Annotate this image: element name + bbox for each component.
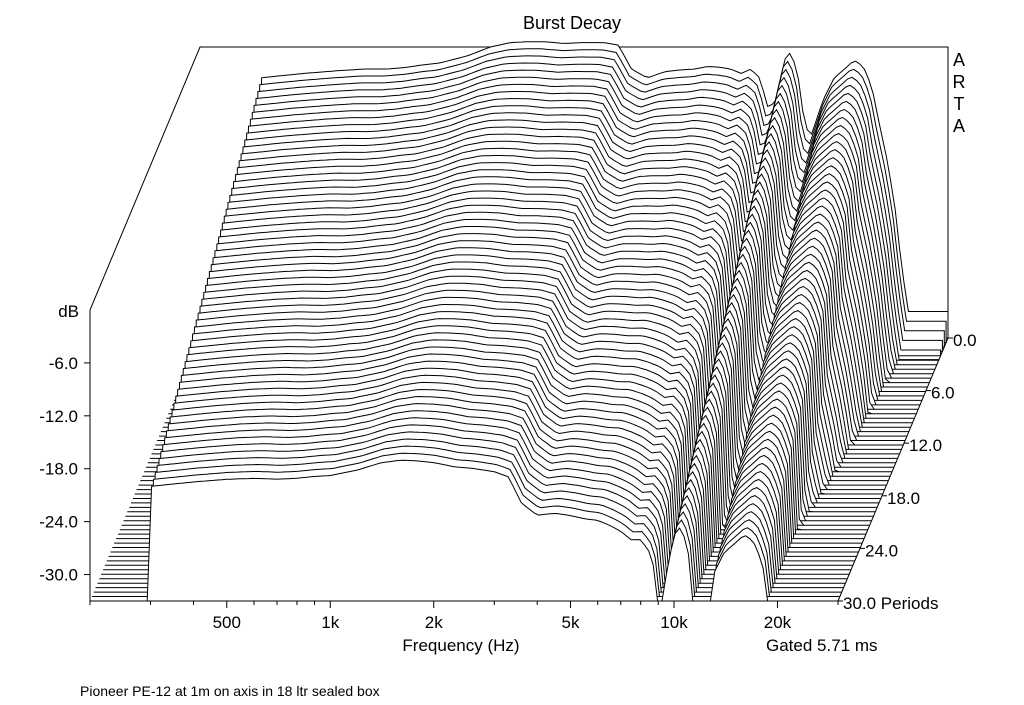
db-tick-group: -6.0 -12.0 -18.0 -24.0 -30.0 (39, 354, 90, 585)
frequency-tick-label: 20k (764, 613, 792, 632)
frequency-tick-label: 5k (562, 613, 580, 632)
decay-slices (90, 41, 949, 602)
watermark-letter: A (953, 116, 965, 136)
db-tick-label: -12.0 (39, 407, 78, 426)
db-tick-label: -18.0 (39, 460, 78, 479)
periods-axis-line (837, 337, 949, 602)
periods-tick-label: 0.0 (953, 331, 977, 350)
frequency-tick-label: 10k (660, 613, 688, 632)
chart-title: Burst Decay (523, 13, 621, 33)
frequency-tick-label: 2k (425, 613, 443, 632)
db-tick-label: -30.0 (39, 566, 78, 585)
frequency-tick-group: 500 1k 2k 5k 10k 20k (89, 601, 839, 632)
frequency-axis-label: Frequency (Hz) (402, 636, 519, 655)
gated-note: Gated 5.71 ms (766, 636, 878, 655)
periods-tick-group: 0.0 6.0 12.0 18.0 24.0 30.0 Periods (838, 331, 977, 613)
watermark-letter: R (953, 72, 966, 92)
watermark-letter: T (954, 94, 965, 114)
caption: Pioneer PE-12 at 1m on axis in 18 ltr se… (80, 683, 380, 699)
periods-tick-label: 30.0 Periods (843, 594, 938, 613)
db-tick-label: -24.0 (39, 513, 78, 532)
frequency-tick-label: 1k (321, 613, 339, 632)
periods-tick-label: 24.0 (865, 541, 898, 560)
frequency-tick-label: 500 (213, 613, 241, 632)
db-tick-label: -6.0 (49, 354, 78, 373)
periods-tick-label: 12.0 (909, 436, 942, 455)
watermark-letter: A (953, 50, 965, 70)
periods-tick-label: 18.0 (887, 489, 920, 508)
decay-slice (90, 459, 838, 602)
db-axis-label: dB (58, 302, 79, 321)
periods-tick-label: 6.0 (931, 384, 955, 403)
